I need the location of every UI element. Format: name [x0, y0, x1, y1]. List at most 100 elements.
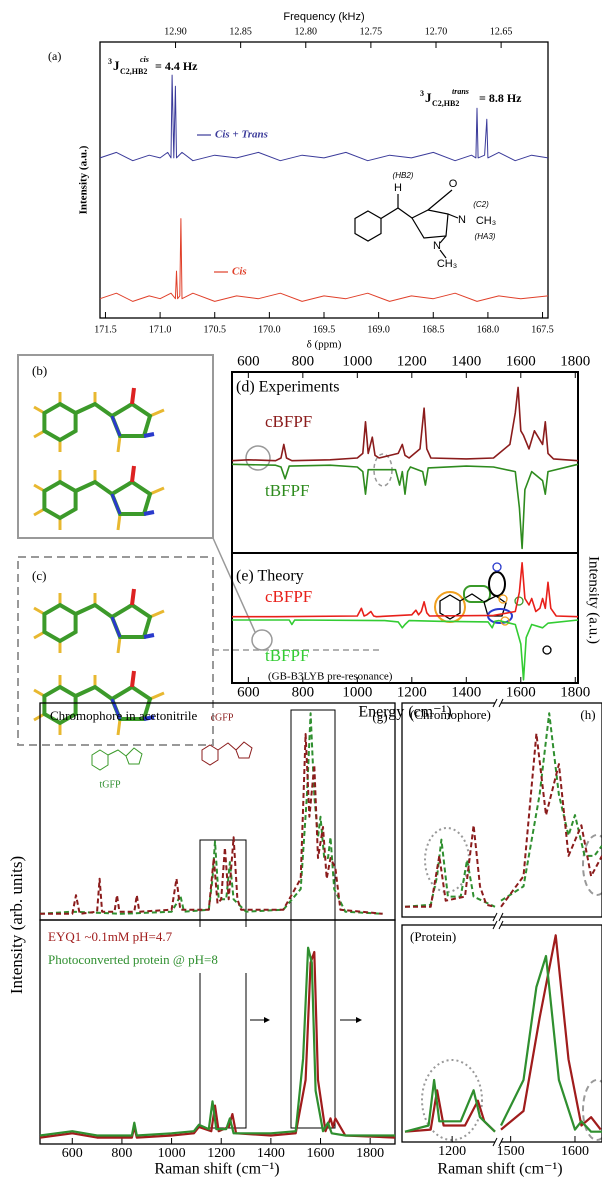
- x-tick-label: 1800: [356, 1146, 384, 1161]
- j-label-value: = 8.8 Hz: [479, 91, 522, 105]
- y-axis-title: Intensity (a.u.): [586, 556, 602, 644]
- panel-label: (c): [32, 568, 46, 583]
- molecule-g: [202, 742, 252, 765]
- x-tick-label: 12.80: [295, 26, 318, 37]
- x-tick-label: 12.85: [229, 26, 252, 37]
- atom-label: CH₃: [476, 215, 496, 227]
- panel-label: (e) Theory: [236, 568, 304, 585]
- j-label-sub: C2,HB2: [120, 67, 147, 76]
- plot-frame: [402, 703, 602, 917]
- x-tick-label: 1000: [342, 353, 372, 369]
- y-axis-title: Intensity (arb. units): [7, 856, 26, 994]
- x-tick-label: 168.5: [422, 324, 445, 335]
- legend-label: cBFPF: [265, 587, 312, 606]
- spectrum-line: [232, 464, 578, 548]
- x-tick-label: 1200: [397, 353, 427, 369]
- molecule: [34, 466, 164, 530]
- panel-label: (g): [372, 709, 387, 724]
- x-tick-label: 167.5: [531, 324, 554, 335]
- x-tick-label: 800: [292, 684, 315, 700]
- annotation: tGFP: [99, 779, 121, 790]
- legend-label: Cis: [232, 266, 247, 278]
- x-tick-label: 169.0: [367, 324, 390, 335]
- x-tick-label: 12.75: [360, 26, 383, 37]
- molecule-e: [435, 563, 551, 654]
- legend-label: EYQ1 ~0.1mM pH=4.7: [48, 929, 173, 944]
- x-tick-label: 1800: [560, 684, 590, 700]
- x-tick-label: 1600: [506, 353, 536, 369]
- x-tick-label: 1600: [561, 1144, 589, 1159]
- panel-label: (d) Experiments: [236, 379, 340, 396]
- x-tick-label: 1000: [342, 684, 372, 700]
- arrow: [356, 1017, 362, 1023]
- x-tick-label: 12.90: [164, 26, 187, 37]
- chart-title: (Chromophore): [410, 707, 491, 722]
- atom-label: (C2): [473, 200, 489, 209]
- x-axis-title: δ (ppm): [307, 339, 342, 351]
- molecule-a: [355, 190, 458, 258]
- atom-label: H: [394, 182, 402, 194]
- spectrum-line: [405, 840, 495, 907]
- legend-label: cBFPF: [265, 412, 312, 431]
- x-tick-label: 1000: [158, 1146, 186, 1161]
- arrow: [264, 1017, 270, 1023]
- x-tick-label: 170.0: [258, 324, 281, 335]
- x-tick-label: 1600: [506, 684, 536, 700]
- j-label-sup: cis: [140, 55, 149, 64]
- legend-label: tBFPF: [265, 646, 309, 665]
- atom-label: N: [458, 214, 466, 226]
- x-tick-label: 12.70: [425, 26, 448, 37]
- j-label-sub: C2,HB2: [432, 99, 459, 108]
- x-tick-label: 12.65: [490, 26, 513, 37]
- x-tick-label: 171.0: [149, 324, 172, 335]
- spectrum-line: [100, 75, 548, 161]
- j-label-pre: 3: [108, 57, 112, 66]
- j-label-main: J: [113, 58, 120, 73]
- panel-label: (a): [48, 49, 61, 63]
- j-label-main: J: [425, 90, 432, 105]
- spectrum-line: [100, 219, 548, 302]
- zoom-box: [291, 710, 335, 1128]
- j-label-pre: 3: [420, 89, 424, 98]
- molecule: [34, 589, 164, 653]
- spectrum-line: [40, 948, 395, 1136]
- x-tick-label: 1200: [438, 1144, 466, 1159]
- spectrum-line: [501, 935, 601, 1129]
- j-label-value: = 4.4 Hz: [155, 59, 198, 73]
- x-tick-label: 1400: [451, 353, 481, 369]
- annotation: cGFP: [211, 712, 234, 723]
- x-tick-label: 1200: [397, 684, 427, 700]
- x2-axis-title: Frequency (kHz): [283, 11, 364, 23]
- x-tick-label: 800: [292, 353, 315, 369]
- spectrum-line: [501, 956, 602, 1132]
- spectrum-line: [40, 713, 383, 914]
- spectrum-line: [40, 734, 383, 914]
- molecule-g: [92, 748, 142, 770]
- x-axis-title: Raman shift (cm⁻¹): [437, 1161, 562, 1178]
- molecule: [34, 388, 164, 452]
- x-tick-label: 600: [237, 353, 260, 369]
- legend-label: Cis + Trans: [215, 129, 268, 141]
- x-tick-label: 1400: [451, 684, 481, 700]
- x-tick-label: 600: [62, 1146, 83, 1161]
- atom-label: (HB2): [393, 171, 414, 180]
- x-axis-title: Raman shift (cm⁻¹): [154, 1161, 279, 1178]
- panel-label: (h): [580, 707, 595, 722]
- x-tick-label: 1800: [560, 353, 590, 369]
- x-tick-label: 1200: [207, 1146, 235, 1161]
- atom-label: (HA3): [475, 232, 496, 241]
- chart-title: (Protein): [410, 929, 456, 944]
- y-axis-title: Intensity (a.u.): [78, 145, 90, 214]
- spectrum-line: [40, 952, 395, 1138]
- atom-label: CH₃: [437, 258, 457, 270]
- plot-frame: [232, 372, 578, 553]
- x-tick-label: 800: [111, 1146, 132, 1161]
- panel-label: (b): [32, 363, 47, 378]
- spectrum-line: [405, 1090, 495, 1131]
- j-label-sup: trans: [452, 87, 469, 96]
- x-tick-label: 1600: [307, 1146, 335, 1161]
- figure: 171.5171.0170.5170.0169.5169.0168.5168.0…: [0, 0, 602, 1178]
- atom-label: O: [449, 178, 458, 190]
- x-tick-label: 1400: [257, 1146, 285, 1161]
- x-tick-label: 600: [237, 684, 260, 700]
